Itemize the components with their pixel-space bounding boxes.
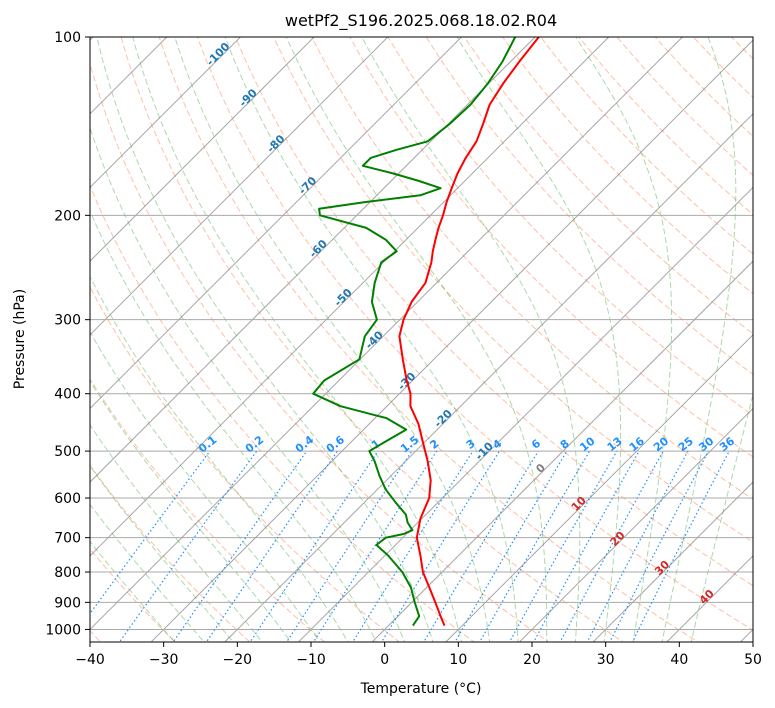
chart-title: wetPf2_S196.2025.068.18.02.R04 bbox=[285, 11, 557, 31]
isotherm-line bbox=[592, 481, 753, 642]
dry-adiabat-line bbox=[90, 464, 251, 642]
dry-adiabat-line bbox=[349, 37, 753, 458]
y-tick-label: 600 bbox=[54, 491, 81, 507]
dry-adiabat-line bbox=[540, 37, 753, 255]
temperature-profile-line bbox=[398, 37, 540, 626]
y-tick-label: 400 bbox=[54, 387, 81, 403]
isotherm-line bbox=[224, 113, 753, 642]
dry-adiabat-line bbox=[501, 37, 753, 295]
y-tick-label: 900 bbox=[54, 595, 81, 611]
x-tick-label: −20 bbox=[223, 652, 253, 668]
y-tick-label: 800 bbox=[54, 565, 81, 581]
mixing-ratio-line bbox=[285, 450, 413, 642]
x-tick-label: 10 bbox=[449, 652, 467, 668]
mixing-ratio-line bbox=[380, 450, 501, 642]
mixing-ratio-line bbox=[533, 450, 640, 642]
y-tick-label: 100 bbox=[54, 30, 81, 46]
isotherm-line bbox=[90, 37, 684, 631]
y-tick-label: 500 bbox=[54, 444, 81, 460]
y-tick-label: 1000 bbox=[45, 622, 81, 638]
mixing-ratio-line bbox=[312, 450, 438, 642]
moist-adiabat-line bbox=[90, 540, 176, 642]
mixing-ratio-line bbox=[423, 450, 539, 642]
isotherm-line bbox=[90, 37, 242, 189]
y-axis: 100 200 300 400 500 600 700 800 900 1000 bbox=[45, 30, 90, 638]
dry-adiabat-line bbox=[196, 37, 753, 631]
moist-adiabat-line bbox=[90, 330, 321, 642]
mixing-ratio-line bbox=[205, 450, 338, 642]
dry-adiabat-line bbox=[90, 286, 401, 642]
isotherm-line bbox=[90, 37, 315, 262]
profile-lines bbox=[312, 37, 540, 627]
moist-adiabat-line bbox=[90, 465, 234, 642]
dry-adiabat-line bbox=[273, 37, 753, 543]
plot-background bbox=[90, 37, 753, 642]
moist-adiabat-line bbox=[224, 37, 519, 642]
dry-adiabat-line bbox=[425, 37, 753, 375]
dewpoint-profile-line bbox=[312, 37, 517, 627]
x-tick-label: 30 bbox=[597, 652, 615, 668]
isotherm-line bbox=[90, 37, 389, 336]
x-tick-label: −40 bbox=[75, 652, 105, 668]
isotherm-line bbox=[297, 186, 753, 642]
moist-adiabat-line bbox=[285, 37, 548, 642]
dry-adiabat-line bbox=[387, 37, 753, 417]
x-tick-label: 20 bbox=[523, 652, 541, 668]
mixing-ratio-line bbox=[249, 450, 379, 642]
isotherm-line bbox=[90, 37, 610, 557]
x-tick-label: 40 bbox=[670, 652, 688, 668]
plot-frame bbox=[89, 36, 754, 643]
isotherm-line bbox=[90, 37, 463, 410]
moist-adiabat-line bbox=[96, 37, 434, 642]
mixing-ratio-line bbox=[90, 450, 211, 615]
y-tick-label: 300 bbox=[54, 313, 81, 329]
moist-adiabat-line bbox=[361, 37, 581, 642]
x-tick-label: 50 bbox=[744, 652, 762, 668]
mixing-ratio-line bbox=[559, 450, 664, 642]
dry-adiabat-line bbox=[463, 37, 753, 335]
moist-adiabat-line bbox=[90, 379, 292, 642]
x-tick-label: −30 bbox=[149, 652, 179, 668]
dry-adiabat-line bbox=[235, 37, 753, 587]
y-tick-label: 200 bbox=[54, 208, 81, 224]
dry-adiabat-line bbox=[90, 62, 550, 642]
mixing-ratio-line bbox=[586, 450, 689, 642]
mixing-ratio-line bbox=[118, 450, 258, 642]
x-tick-label: −10 bbox=[296, 652, 326, 668]
dry-adiabat-line bbox=[311, 37, 753, 500]
isotherm-line bbox=[445, 334, 753, 642]
mixing-ratio-line bbox=[352, 450, 474, 642]
dry-adiabat-line bbox=[578, 37, 753, 216]
isotherm-line bbox=[371, 260, 753, 642]
moist-adiabat-line bbox=[575, 37, 673, 642]
moist-adiabat-line bbox=[456, 37, 622, 642]
moist-adiabat-line bbox=[90, 209, 377, 642]
dry-adiabat-line bbox=[158, 37, 700, 642]
isotherm-line bbox=[518, 407, 753, 642]
mixing-ratio-line bbox=[454, 450, 568, 642]
x-tick-label: 0 bbox=[380, 652, 389, 668]
moist-adiabat-line bbox=[90, 424, 263, 642]
dry-adiabat-line bbox=[120, 37, 625, 642]
y-axis-label: Pressure (hPa) bbox=[12, 289, 28, 389]
x-axis-label: Temperature (°C) bbox=[360, 681, 482, 697]
moist-adiabat-line bbox=[90, 503, 205, 642]
dry-adiabat-line bbox=[90, 378, 326, 642]
mixing-ratio-line bbox=[479, 450, 591, 642]
dry-adiabat-line bbox=[757, 24, 775, 654]
dry-adiabat-line bbox=[90, 184, 475, 642]
moist-adiabat-line bbox=[90, 126, 406, 642]
y-tick-label: 700 bbox=[54, 531, 81, 547]
x-axis: −40 −30 −20 −10 0 10 20 30 40 50 bbox=[75, 642, 762, 668]
moist-adiabat-line bbox=[174, 37, 491, 642]
isotherm-line bbox=[150, 39, 753, 642]
